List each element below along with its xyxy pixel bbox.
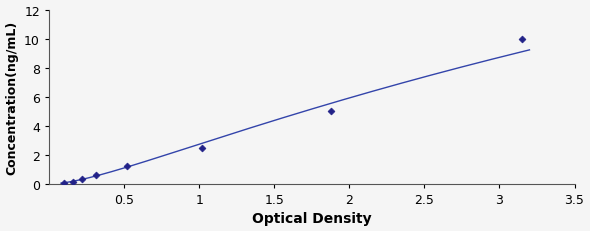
Y-axis label: Concentration(ng/mL): Concentration(ng/mL): [5, 21, 18, 174]
X-axis label: Optical Density: Optical Density: [252, 212, 372, 225]
